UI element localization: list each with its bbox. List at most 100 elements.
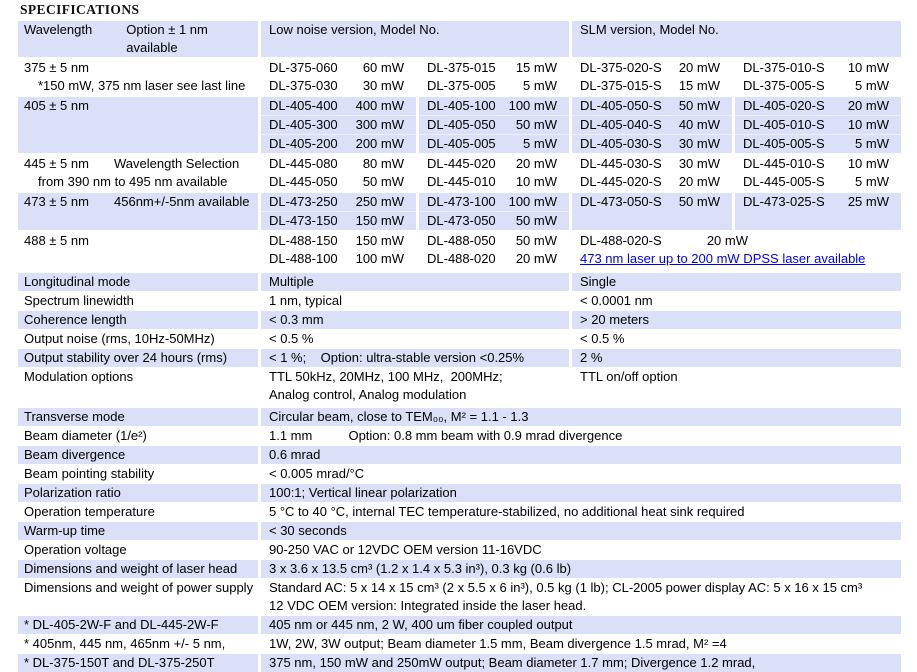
spec-row-modulation-options: Modulation options TTL 50kHz, 20MHz, 100… [18,368,901,404]
spec-value: 100:1; Vertical linear polarization [261,484,901,502]
spec-row-dimensions-laser-head: Dimensions and weight of laser head 3 x … [18,560,901,578]
model-entry: DL-488-150 150 mW [261,232,416,250]
wavelength-row-445: 445 ± 5 nm Wavelength Selection from 390… [18,155,901,191]
spec-label: Spectrum linewidth [18,292,258,310]
model-power: 5 mW [523,78,557,93]
low-noise-value: < 0.5 % [261,330,569,348]
model-number: DL-445-030-S [580,156,662,171]
model-number: DL-473-150 [269,213,338,228]
model-entry: DL-445-020 20 mW [419,155,569,173]
model-entry: DL-473-150 150 mW [261,211,416,230]
spec-label: Coherence length [18,311,258,329]
modulation-line-1: TTL 50kHz, 20MHz, 100 MHz, 200MHz; [269,369,503,384]
model-entry: DL-473-050 50 mW [419,211,569,230]
model-number: DL-375-005 [427,78,496,93]
wavelength-row-473: 473 ± 5 nm 456nm+/-5nm available DL-473-… [18,193,901,230]
page-title: SPECIFICATIONS [20,2,140,17]
model-entry: DL-445-020-S 20 mW [572,173,732,191]
wavelength-value: 405 ± 5 nm [24,98,89,113]
model-number: DL-405-040-S [580,117,662,132]
model-power: 5 mW [855,78,889,93]
low-noise-models-a: DL-473-250 250 mW DL-473-150 150 mW [261,193,416,230]
model-power: 10 mW [847,117,889,132]
modulation-line-2: Analog control, Analog modulation [269,387,467,402]
spec-value: 405 nm or 445 nm, 2 W, 400 um fiber coup… [261,616,901,634]
slm-models-b: DL-405-020-S 20 mW DL-405-010-S 10 mW DL-4… [735,97,901,153]
model-entry: DL-375-015 15 mW [419,59,569,77]
spec-label: Beam diameter (1/e²) [18,427,258,445]
wavelength-row-488: 488 ± 5 nm DL-488-150 150 mW DL-488-100 10… [18,232,901,268]
model-power: 20 mW [678,60,720,75]
header-wavelength-cell: Wavelength Option ± 1 nm available [18,21,258,57]
model-entry: DL-405-300 300 mW [261,115,416,134]
model-power: 150 mW [355,233,404,248]
model-entry: DL-445-010-S 10 mW [735,155,901,173]
spec-value: 375 nm, 150 mW and 250mW output; Beam di… [261,654,901,672]
slm-models-a: DL-473-050-S 50 mW [572,193,732,230]
model-number: DL-405-300 [269,117,338,132]
model-entry: DL-375-015-S 15 mW [572,77,732,95]
dpss-laser-link[interactable]: 473 nm laser up to 200 mW DPSS laser ava… [580,251,866,266]
wavelength-note: from 390 nm to 495 nm available [38,174,228,189]
slm-value: Single [572,273,901,291]
model-number: DL-375-010-S [743,60,825,75]
model-entry: DL-473-050-S 50 mW [572,193,732,211]
model-number: DL-375-015 [427,60,496,75]
low-noise-value: Multiple [261,273,569,291]
model-entry: DL-405-040-S 40 mW [572,115,732,134]
spec-row-dl-375-150t: * DL-375-150T and DL-375-250T 375 nm, 15… [18,654,901,672]
wavelength-label-cell: 375 ± 5 nm *150 mW, 375 nm laser see las… [18,59,258,95]
spec-row-output-noise: Output noise (rms, 10Hz-50MHz) < 0.5 % <… [18,330,901,348]
model-number: DL-375-005-S [743,78,825,93]
model-power: 20 mW [678,174,720,189]
model-power: 400 mW [355,98,404,113]
model-entry: DL-405-005-S 5 mW [735,134,901,153]
spec-value: < 0.005 mrad/°C [261,465,901,483]
slm-merged-cell: DL-488-020-S 20 mW 473 nm laser up to 200… [572,232,901,268]
low-noise-value: 1 nm, typical [261,292,569,310]
model-power: 60 mW [362,60,404,75]
spec-label: * DL-405-2W-F and DL-445-2W-F [18,616,258,634]
model-entry: DL-473-025-S 25 mW [735,193,901,211]
model-power: 150 mW [355,213,404,228]
model-power: 100 mW [508,98,557,113]
spec-label: Beam divergence [18,446,258,464]
specifications-table: Wavelength Option ± 1 nm available Low n… [18,21,901,672]
model-power: 50 mW [678,98,720,113]
model-number: DL-375-015-S [580,78,662,93]
wavelength-label-cell: 445 ± 5 nm Wavelength Selection from 390… [18,155,258,191]
model-entry: DL-473-250 250 mW [261,193,416,211]
wavelength-side-note: Wavelength Selection [114,156,240,171]
spec-row-polarization-ratio: Polarization ratio 100:1; Vertical linea… [18,484,901,502]
model-number: DL-473-050-S [580,194,662,209]
model-number: DL-405-020-S [743,98,825,113]
model-entry: DL-445-050 50 mW [261,173,416,191]
spec-value: 1W, 2W, 3W output; Beam diameter 1.5 mm,… [261,635,901,653]
model-number: DL-473-025-S [743,194,825,209]
model-power: 20 mW [515,156,557,171]
model-power: 50 mW [515,213,557,228]
low-noise-models-b: DL-488-050 50 mW DL-488-020 20 mW [419,232,569,268]
slm-value: < 0.5 % [572,330,901,348]
model-number: DL-445-005-S [743,174,825,189]
slm-models-a: DL-445-030-S 30 mW DL-445-020-S 20 mW [572,155,732,191]
model-entry: DL-375-060 60 mW [261,59,416,77]
spec-row-405-445-465: * 405nm, 445 nm, 465nm +/- 5 nm, 1W, 2W,… [18,635,901,653]
spec-label: Dimensions and weight of power supply [18,579,258,615]
model-entry: DL-405-005 5 mW [419,134,569,153]
model-entry: DL-445-030-S 30 mW [572,155,732,173]
low-noise-models-a: DL-375-060 60 mW DL-375-030 30 mW [261,59,416,95]
model-power: 5 mW [855,136,889,151]
model-power: 20 mW [847,98,889,113]
model-number: DL-445-010 [427,174,496,189]
model-entry: DL-445-010 10 mW [419,173,569,191]
slm-models-b: DL-375-010-S 10 mW DL-375-005-S 5 mW [735,59,901,95]
model-entry: DL-405-010-S 10 mW [735,115,901,134]
spec-label: Operation temperature [18,503,258,521]
model-number: DL-405-200 [269,136,338,151]
wavelength-value: 488 ± 5 nm [24,233,89,248]
spec-value: 1.1 mm Option: 0.8 mm beam with 0.9 mrad… [261,427,901,445]
model-entry: DL-488-020-S 20 mW [572,232,760,250]
table-header-row: Wavelength Option ± 1 nm available Low n… [18,21,901,57]
